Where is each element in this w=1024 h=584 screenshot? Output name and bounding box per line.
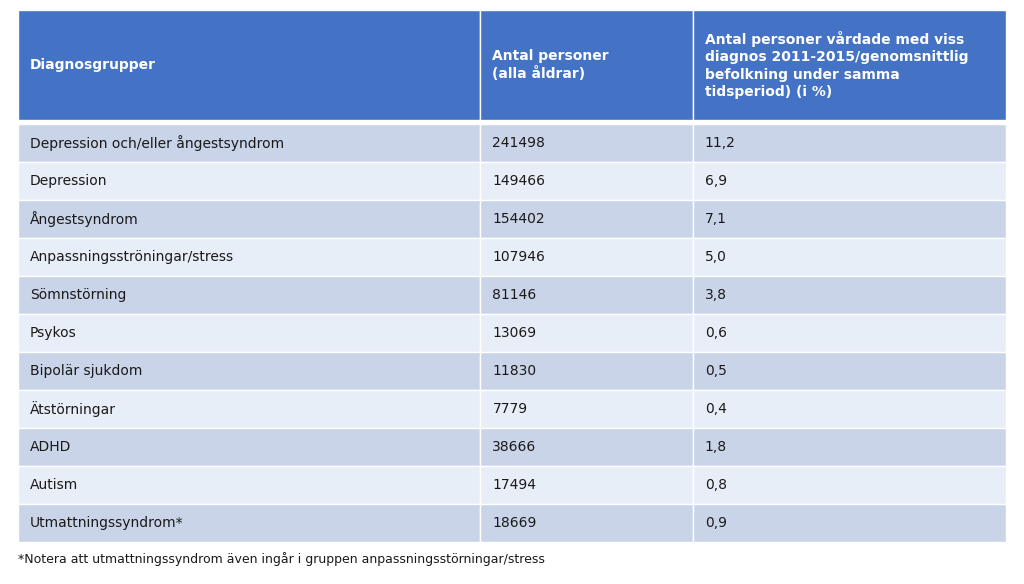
- Text: 241498: 241498: [493, 136, 545, 150]
- Text: Sömnstörning: Sömnstörning: [30, 288, 126, 302]
- Text: 0,9: 0,9: [705, 516, 727, 530]
- Text: Utmattningssyndrom*: Utmattningssyndrom*: [30, 516, 183, 530]
- Bar: [480, 124, 693, 162]
- Text: 7779: 7779: [493, 402, 527, 416]
- Bar: [693, 390, 1006, 428]
- Text: 149466: 149466: [493, 174, 546, 188]
- Text: Diagnosgrupper: Diagnosgrupper: [30, 58, 156, 72]
- Bar: [18, 466, 480, 504]
- Text: Anpassningsströningar/stress: Anpassningsströningar/stress: [30, 250, 234, 264]
- Bar: [693, 504, 1006, 542]
- Text: 18669: 18669: [493, 516, 537, 530]
- Text: 0,4: 0,4: [705, 402, 727, 416]
- Bar: [480, 390, 693, 428]
- Bar: [693, 276, 1006, 314]
- Bar: [480, 466, 693, 504]
- Bar: [693, 124, 1006, 162]
- Text: Antal personer vårdade med viss
diagnos 2011-2015/genomsnittlig
befolkning under: Antal personer vårdade med viss diagnos …: [705, 31, 969, 99]
- Text: 81146: 81146: [493, 288, 537, 302]
- Text: 0,8: 0,8: [705, 478, 727, 492]
- Bar: [693, 314, 1006, 352]
- Bar: [480, 276, 693, 314]
- Bar: [480, 10, 693, 120]
- Text: 7,1: 7,1: [705, 212, 727, 226]
- Bar: [693, 238, 1006, 276]
- Bar: [480, 352, 693, 390]
- Bar: [18, 314, 480, 352]
- Bar: [18, 352, 480, 390]
- Bar: [480, 162, 693, 200]
- Text: 3,8: 3,8: [705, 288, 727, 302]
- Bar: [693, 466, 1006, 504]
- Bar: [18, 504, 480, 542]
- Text: 1,8: 1,8: [705, 440, 727, 454]
- Text: 154402: 154402: [493, 212, 545, 226]
- Text: Antal personer
(alla åldrar): Antal personer (alla åldrar): [493, 48, 609, 81]
- Bar: [18, 200, 480, 238]
- Bar: [18, 428, 480, 466]
- Text: 107946: 107946: [493, 250, 545, 264]
- Bar: [693, 200, 1006, 238]
- Text: 0,6: 0,6: [705, 326, 727, 340]
- Text: 6,9: 6,9: [705, 174, 727, 188]
- Text: 11830: 11830: [493, 364, 537, 378]
- Text: 5,0: 5,0: [705, 250, 727, 264]
- Bar: [480, 238, 693, 276]
- Text: 17494: 17494: [493, 478, 537, 492]
- Text: Ätstörningar: Ätstörningar: [30, 401, 116, 417]
- Bar: [693, 162, 1006, 200]
- Bar: [480, 428, 693, 466]
- Text: 13069: 13069: [493, 326, 537, 340]
- Bar: [18, 238, 480, 276]
- Bar: [18, 276, 480, 314]
- Text: Psykos: Psykos: [30, 326, 77, 340]
- Bar: [480, 504, 693, 542]
- Bar: [18, 390, 480, 428]
- Text: Depression och/eller ångestsyndrom: Depression och/eller ångestsyndrom: [30, 135, 284, 151]
- Text: 0,5: 0,5: [705, 364, 727, 378]
- Bar: [693, 428, 1006, 466]
- Bar: [693, 10, 1006, 120]
- Bar: [693, 352, 1006, 390]
- Bar: [480, 200, 693, 238]
- Text: Ångestsyndrom: Ångestsyndrom: [30, 211, 138, 227]
- Text: Bipolär sjukdom: Bipolär sjukdom: [30, 364, 142, 378]
- Text: 11,2: 11,2: [705, 136, 735, 150]
- Text: Depression: Depression: [30, 174, 108, 188]
- Text: Autism: Autism: [30, 478, 78, 492]
- Text: ADHD: ADHD: [30, 440, 72, 454]
- Bar: [480, 314, 693, 352]
- Text: *Notera att utmattningssyndrom även ingår i gruppen anpassningsstörningar/stress: *Notera att utmattningssyndrom även ingå…: [18, 552, 545, 566]
- Text: 38666: 38666: [493, 440, 537, 454]
- Bar: [18, 124, 480, 162]
- Bar: [18, 10, 480, 120]
- Bar: [18, 162, 480, 200]
